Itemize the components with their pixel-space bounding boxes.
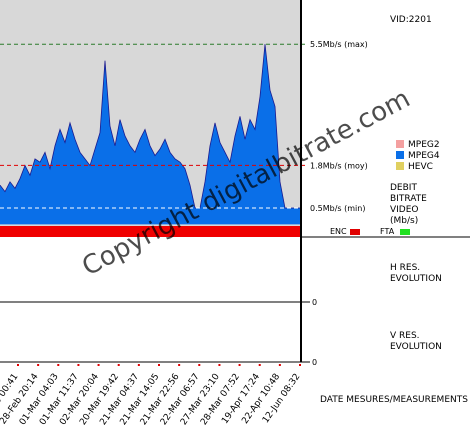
- bitrate-line: [0, 44, 300, 209]
- y-axis-title: DEBIT BITRATE VIDEO (Mb/s): [390, 183, 427, 226]
- legend-label: HEVC: [408, 162, 433, 172]
- x-tick: [299, 364, 301, 366]
- x-tick: [57, 364, 60, 366]
- status-swatch: [350, 229, 360, 235]
- x-axis-title: DATE MESURES/MEASUREMENTS: [320, 395, 468, 405]
- legend-label: MPEG2: [408, 140, 440, 150]
- legend-label: MPEG4: [408, 151, 440, 161]
- v_res-title: V RES. EVOLUTION: [390, 331, 442, 352]
- reference-label: 0.5Mb/s (min): [310, 204, 365, 213]
- x-tick: [198, 364, 201, 366]
- status-label: ENC: [330, 227, 347, 236]
- x-tick: [17, 364, 19, 366]
- reference-label: 5.5Mb/s (max): [310, 40, 368, 49]
- x-tick: [97, 364, 100, 366]
- res-tick-label: 0: [312, 358, 317, 367]
- h_res-title: H RES. EVOLUTION: [390, 263, 442, 284]
- x-tick: [258, 364, 261, 366]
- res-tick-label: 0: [312, 298, 317, 307]
- x-tick: [218, 364, 221, 366]
- x-tick: [77, 364, 80, 366]
- bitrate-area: [0, 44, 300, 225]
- reference-label: 1.8Mb/s (moy): [310, 161, 368, 170]
- x-tick: [137, 364, 140, 366]
- status-swatch: [400, 229, 410, 235]
- x-tick: [158, 364, 160, 366]
- x-tick: [178, 364, 181, 366]
- legend-swatch: [396, 162, 404, 170]
- x-tick: [278, 364, 281, 366]
- enc-bar: [0, 226, 300, 237]
- legend-swatch: [396, 151, 404, 159]
- x-tick: [238, 364, 241, 366]
- vid-label: VID:2201: [390, 15, 432, 25]
- x-tick: [37, 364, 40, 366]
- legend-swatch: [396, 140, 404, 148]
- x-tick: [117, 364, 120, 366]
- status-label: FTA: [380, 227, 395, 236]
